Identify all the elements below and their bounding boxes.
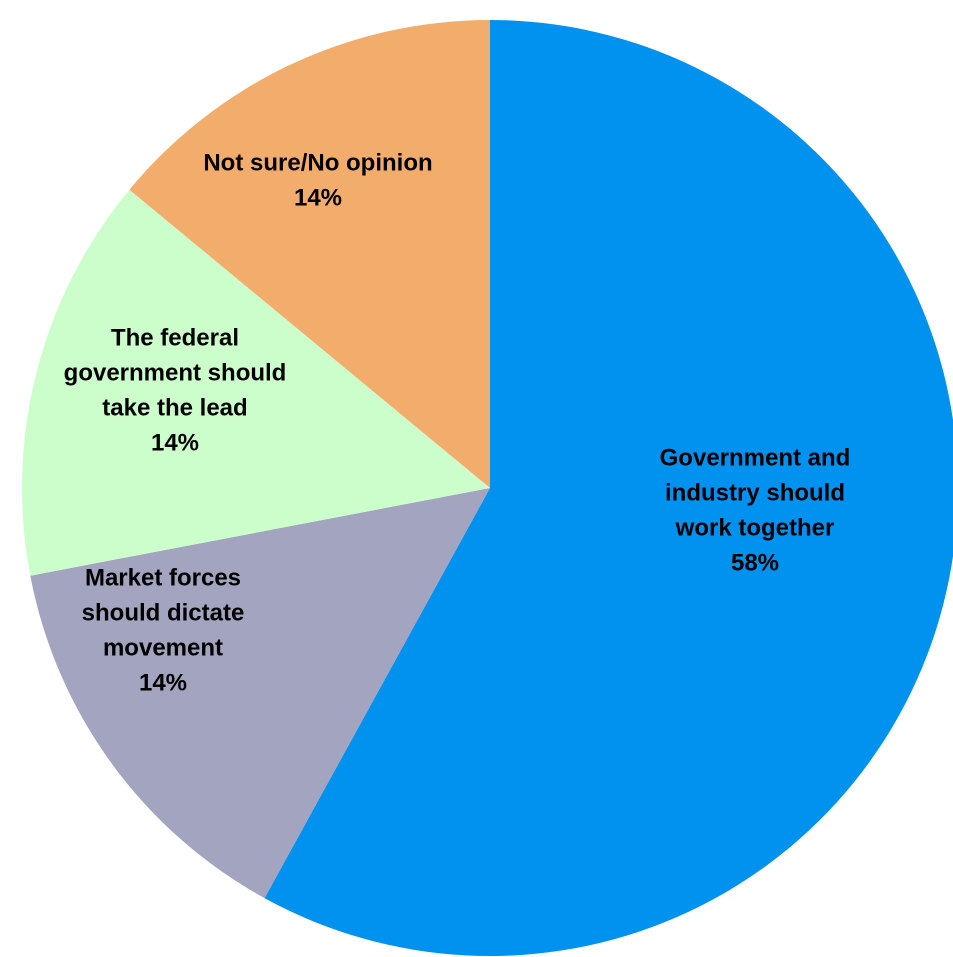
slice-label-line: industry should <box>665 480 845 507</box>
slice-label-line: The federal <box>111 325 239 352</box>
slice-label-line: Not sure/No opinion <box>203 150 432 177</box>
slice-label-3: Not sure/No opinion 14% <box>203 150 432 212</box>
slice-label-line: take the lead <box>102 395 247 422</box>
slice-value-label: 14% <box>139 670 187 697</box>
pie-slice-3 <box>129 20 490 488</box>
pie-slice-2 <box>22 189 490 576</box>
slice-label-line: work together <box>675 515 835 542</box>
pie-slices <box>22 20 953 956</box>
slice-label-2: The federal government should take the lea… <box>64 325 287 457</box>
slice-label-line: Government and <box>660 445 851 472</box>
pie-slice-1 <box>30 488 490 899</box>
pie-slice-0 <box>264 20 953 956</box>
slice-value-label: 14% <box>294 185 342 212</box>
slice-labels: Government and industry should work togeth… <box>64 150 851 697</box>
slice-label-0: Government and industry should work togeth… <box>660 445 851 577</box>
slice-label-line: should dictate <box>82 600 245 627</box>
slice-label-1: Market forces should dictate movement 14% <box>82 565 245 697</box>
slice-label-line: Market forces <box>85 565 241 592</box>
slice-label-line: movement <box>103 635 223 662</box>
slice-value-label: 14% <box>151 430 199 457</box>
slice-label-line: government should <box>64 360 287 387</box>
slice-value-label: 58% <box>731 550 779 577</box>
